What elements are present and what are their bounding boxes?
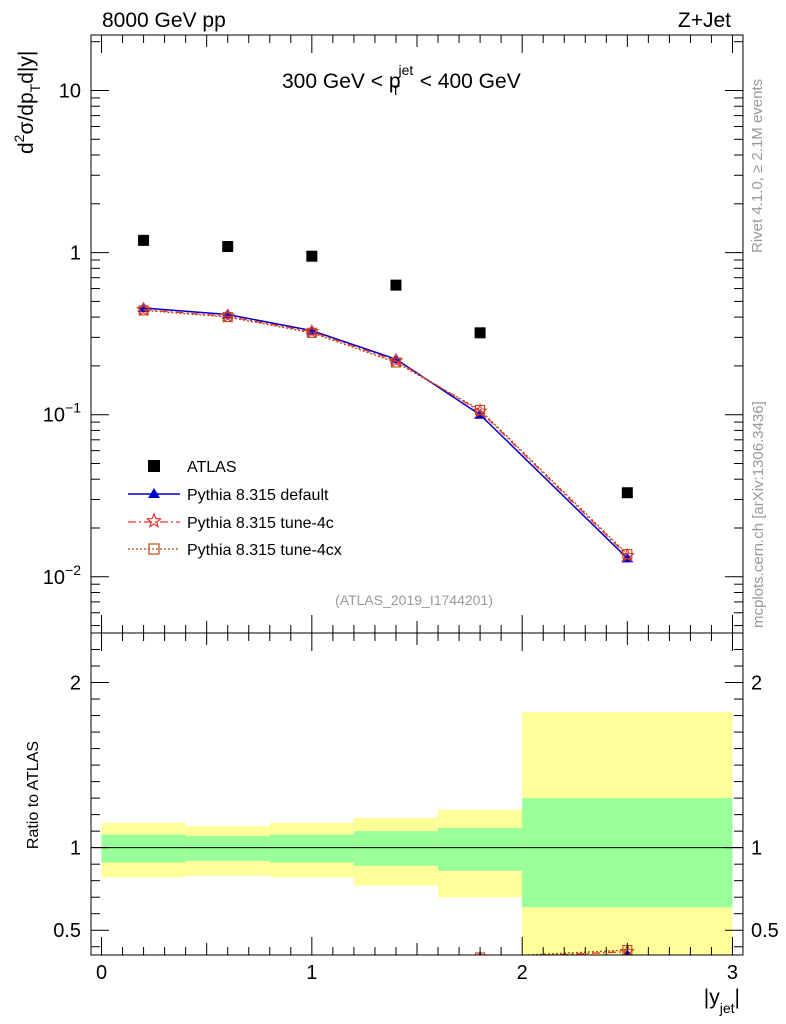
ratio-line-0 [610, 954, 628, 955]
atlas-data-point [621, 487, 633, 499]
legend-label-atlas: ATLAS [187, 459, 237, 476]
tune4cx-data-point [475, 404, 486, 415]
ratio-y-tick-label-right: 1 [751, 838, 762, 860]
series-line-2 [143, 308, 628, 557]
legend-marker-tune4cx [148, 543, 160, 555]
ratio-ticks [91, 632, 743, 955]
rivet-version-label: Rivet 4.1.0, ≥ 2.1M events [749, 79, 766, 253]
tune4cx-data-point [306, 327, 317, 338]
ratio-y-tick-label: 0.5 [53, 920, 81, 942]
uncertainty-band-inner [353, 831, 439, 866]
atlas-data-point [306, 250, 318, 262]
x-tick-label: 3 [727, 962, 738, 984]
tick-exponent: −1 [65, 400, 81, 416]
legend-label-tune4c: Pythia 8.315 tune-4c [187, 515, 334, 532]
beam-label: 8000 GeV pp [102, 9, 226, 32]
xlabel-tail: | [735, 986, 740, 1009]
tune4cx-data-point [622, 549, 633, 560]
ratio-point-default [474, 956, 486, 966]
ratio-y-tick-label: 1 [70, 838, 81, 860]
ylabel-tail: d|y| [15, 51, 38, 84]
x-axis-label: |yjet| [704, 986, 740, 1016]
tune4cx-data-point [222, 312, 233, 323]
title-subscript: T [391, 82, 400, 98]
xlabel-main: |y [704, 986, 720, 1009]
title-superscript: jet [398, 62, 414, 78]
ylabel-d: d [15, 142, 38, 154]
process-label: Z+Jet [678, 9, 731, 32]
ratio-y-tick-label-right: 2 [751, 673, 762, 695]
main-y-tick-label: 10 [59, 81, 81, 103]
main-ticks [91, 35, 743, 633]
atlas-data-point [390, 279, 402, 291]
main-y-tick-label: 10−1 [43, 400, 81, 427]
tick-exponent: −2 [65, 562, 81, 578]
tick-base: 10 [43, 405, 65, 427]
main-y-tick-label: 1 [70, 243, 81, 265]
panel-title: 300 GeV < pjet T < 400 GeV [282, 62, 521, 98]
x-tick-label: 2 [517, 962, 528, 984]
tick-base: 10 [43, 567, 65, 589]
ylabel-subscript: T [27, 83, 43, 92]
uncertainty-band-inner [438, 827, 523, 871]
ratio-y-axis-label: Ratio to ATLAS [25, 741, 42, 849]
legend-marker-default [148, 488, 160, 498]
uncertainty-band-inner [185, 836, 270, 861]
tune4cx-data-point [138, 305, 149, 316]
analysis-watermark: (ATLAS_2019_I1744201) [335, 592, 493, 608]
x-tick-label: 0 [96, 962, 107, 984]
ratio-frame [90, 632, 744, 956]
ratio-y-tick-label-right: 0.5 [751, 920, 779, 942]
uncertainty-band-inner [269, 834, 354, 863]
main-y-tick-label: 10−2 [43, 562, 81, 589]
legend-label-tune4cx: Pythia 8.315 tune-4cx [187, 542, 342, 559]
main-y-axis-label: d2σ/dpTd|y| [11, 51, 43, 154]
title-prefix: 300 GeV < p [282, 70, 401, 93]
legend: ATLAS Pythia 8.315 default Pythia 8.315 … [128, 459, 342, 559]
uncertainty-band-inner [101, 834, 186, 863]
ratio-y-tick-label: 2 [70, 673, 81, 695]
main-series-group [135, 234, 635, 563]
atlas-data-point [474, 327, 486, 339]
title-suffix: < 400 GeV [414, 70, 521, 93]
legend-marker-atlas [148, 460, 160, 472]
legend-marker-tune4c [145, 512, 163, 529]
series-line-1 [143, 307, 628, 559]
uncertainty-band-inner [522, 798, 733, 908]
atlas-data-point [138, 234, 150, 246]
tune4cx-data-point [390, 357, 402, 368]
x-tick-label: 1 [306, 962, 317, 984]
xlabel-subscript: jet [719, 1000, 735, 1016]
legend-label-default: Pythia 8.315 default [187, 487, 329, 504]
ylabel-middle: σ/dp [15, 92, 38, 134]
atlas-data-point [222, 241, 234, 253]
ylabel-superscript: 2 [11, 134, 27, 142]
ratio-line-2 [516, 949, 628, 955]
ratio-tick-labels: 0.5 0.5 1 1 2 2 0 1 2 3 [53, 673, 779, 984]
mcplots-label: mcplots.cern.ch [arXiv:1306.3436] [750, 401, 767, 628]
ratio-bands [91, 712, 743, 955]
